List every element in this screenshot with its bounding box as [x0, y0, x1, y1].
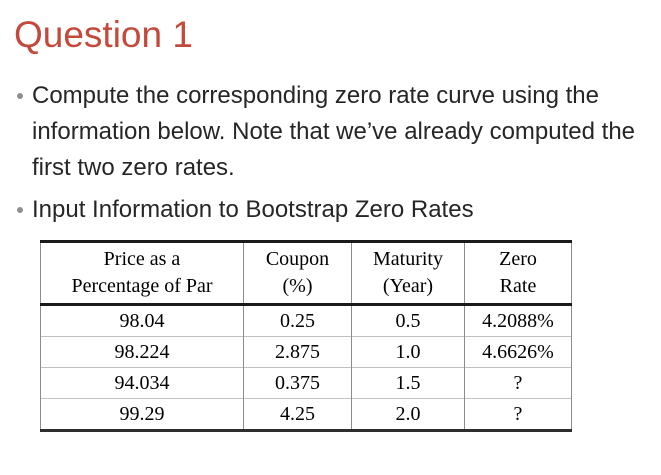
cell-coupon: 0.25: [243, 304, 352, 337]
table-row: 98.224 2.875 1.0 4.6626%: [40, 336, 572, 368]
cell-maturity: 1.0: [351, 336, 465, 368]
header-line: Zero: [499, 248, 537, 270]
column-header-maturity: Maturity (Year): [351, 241, 465, 306]
table-header-row: Price as a Percentage of Par Coupon (%) …: [40, 241, 572, 306]
cell-price: 98.04: [40, 304, 244, 337]
cell-zero-rate: 4.6626%: [464, 336, 572, 368]
cell-coupon: 0.375: [243, 367, 352, 399]
table-header: Price as a Percentage of Par Coupon (%) …: [40, 241, 572, 306]
cell-price: 94.034: [40, 367, 244, 399]
header-line: Coupon: [265, 248, 330, 270]
bullet-icon: [17, 207, 23, 213]
slide-title: Question 1: [14, 14, 193, 55]
header-line: Maturity: [373, 248, 443, 270]
header-line: Percentage of Par: [71, 275, 213, 297]
header-line: Price as a: [103, 248, 181, 270]
cell-zero-rate: ?: [464, 398, 572, 431]
table-row: 99.29 4.25 2.0 ?: [40, 398, 572, 431]
header-line: (%): [282, 275, 313, 297]
bullet-text: Compute the corresponding zero rate curv…: [32, 82, 636, 181]
bullet-item-input-info: Input Information to Bootstrap Zero Rate…: [14, 192, 646, 228]
column-header-zero-rate: Zero Rate: [464, 241, 572, 306]
cell-maturity: 2.0: [351, 398, 465, 431]
bootstrap-input-table: Price as a Percentage of Par Coupon (%) …: [40, 240, 572, 432]
table-body: 98.04 0.25 0.5 4.2088% 98.224 2.875 1.0 …: [40, 304, 572, 431]
cell-maturity: 1.5: [351, 367, 465, 399]
column-header-price: Price as a Percentage of Par: [40, 241, 244, 306]
cell-price: 98.224: [40, 336, 244, 368]
bullet-item-compute: Compute the corresponding zero rate curv…: [14, 78, 646, 186]
cell-coupon: 4.25: [243, 398, 352, 431]
table-row: 94.034 0.375 1.5 ?: [40, 367, 572, 399]
cell-maturity: 0.5: [351, 304, 465, 337]
cell-coupon: 2.875: [243, 336, 352, 368]
bullet-icon: [17, 93, 23, 99]
column-header-coupon: Coupon (%): [243, 241, 352, 306]
header-line: Rate: [499, 275, 537, 297]
header-line: (Year): [382, 275, 434, 297]
cell-price: 99.29: [40, 398, 244, 431]
bullet-text: Input Information to Bootstrap Zero Rate…: [32, 196, 474, 223]
cell-zero-rate: ?: [464, 367, 572, 399]
table-row: 98.04 0.25 0.5 4.2088%: [40, 304, 572, 337]
cell-zero-rate: 4.2088%: [464, 304, 572, 337]
bullet-list: Compute the corresponding zero rate curv…: [14, 78, 646, 234]
